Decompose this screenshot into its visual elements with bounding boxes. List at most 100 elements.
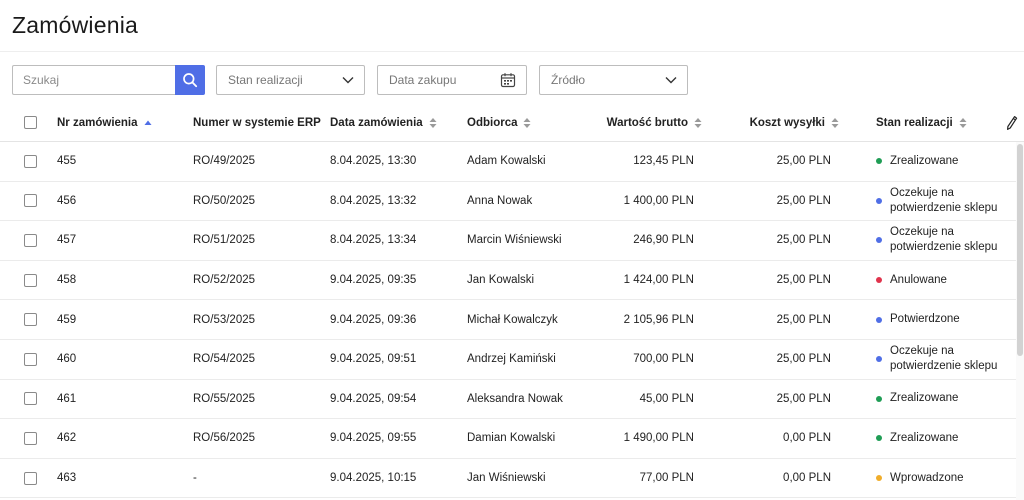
- recipient: Jan Wiśniewski: [467, 472, 546, 485]
- erp-nr: RO/54/2025: [193, 353, 256, 366]
- status-cell: Zrealizowane: [876, 419, 1010, 458]
- orders-table-body: 455 RO/49/2025 8.04.2025, 13:30 Adam Kowals…: [0, 142, 1016, 499]
- edit-columns-button[interactable]: [1006, 104, 1018, 141]
- row-checkbox[interactable]: [24, 154, 37, 168]
- row-checkbox[interactable]: [24, 313, 37, 327]
- search-button[interactable]: [175, 65, 205, 95]
- table-row[interactable]: 462 RO/56/2025 9.04.2025, 09:55 Damian Kowa…: [0, 419, 1016, 459]
- gross-value: 2 105,96 PLN: [623, 313, 694, 326]
- status-badge: Wprowadzone: [876, 471, 1010, 486]
- search-icon: [183, 73, 198, 88]
- shipping-cost: 25,00 PLN: [776, 274, 831, 287]
- table-row[interactable]: 458 RO/52/2025 9.04.2025, 09:35 Jan Kowalsk…: [0, 261, 1016, 301]
- row-select-cell: [24, 300, 37, 339]
- order-nr[interactable]: 458: [57, 274, 77, 287]
- status-dot: [876, 158, 882, 165]
- order-nr[interactable]: 462: [57, 432, 77, 445]
- column-label: Stan realizacji: [876, 116, 953, 129]
- table-row[interactable]: 455 RO/49/2025 8.04.2025, 13:30 Adam Kowals…: [0, 142, 1016, 182]
- order-nr[interactable]: 455: [57, 155, 77, 168]
- status-text: Wprowadzone: [890, 471, 964, 484]
- status-badge: Potwierdzone: [876, 312, 1010, 327]
- erp-nr: RO/53/2025: [193, 313, 256, 326]
- order-nr[interactable]: 461: [57, 392, 77, 405]
- erp-nr: RO/56/2025: [193, 432, 256, 445]
- gross-value: 1 490,00 PLN: [623, 432, 694, 445]
- scrollbar[interactable]: [1016, 142, 1024, 500]
- sort-icon: [831, 117, 839, 128]
- order-nr[interactable]: 463: [57, 472, 77, 485]
- order-nr[interactable]: 457: [57, 234, 77, 247]
- order-date: 9.04.2025, 09:51: [330, 353, 417, 366]
- column-label: Wartość brutto: [606, 116, 688, 129]
- recipient: Jan Kowalski: [467, 274, 535, 287]
- status-dot: [876, 197, 882, 204]
- status-badge: Zrealizowane: [876, 154, 1010, 169]
- recipient: Andrzej Kamiński: [467, 353, 556, 366]
- status-dot: [876, 316, 882, 323]
- recipient: Damian Kowalski: [467, 432, 556, 445]
- purchase-date-filter[interactable]: Data zakupu: [377, 65, 527, 95]
- status-dot: [876, 435, 882, 442]
- page-header: Zamówienia: [0, 0, 1024, 52]
- row-checkbox[interactable]: [24, 352, 37, 366]
- select-all-checkbox[interactable]: [24, 116, 37, 129]
- search-input[interactable]: [12, 65, 175, 95]
- row-checkbox[interactable]: [24, 392, 37, 406]
- erp-nr: RO/50/2025: [193, 194, 256, 207]
- row-checkbox[interactable]: [24, 273, 37, 287]
- row-select-cell: [24, 419, 37, 458]
- table-row[interactable]: 457 RO/51/2025 8.04.2025, 13:34 Marcin Wiśn…: [0, 221, 1016, 261]
- table-header: Nr zamówienia Numer w systemie ERP Data …: [0, 104, 1024, 142]
- table-row[interactable]: 459 RO/53/2025 9.04.2025, 09:36 Michał Kowa…: [0, 300, 1016, 340]
- status-filter-select[interactable]: Stan realizacji: [216, 65, 365, 95]
- status-dot: [876, 395, 882, 402]
- order-nr[interactable]: 460: [57, 353, 77, 366]
- sort-icon: [959, 117, 967, 128]
- shipping-cost: 25,00 PLN: [776, 155, 831, 168]
- status-cell: Oczekuje na potwierdzenie sklepu: [876, 182, 1010, 221]
- status-badge: Oczekuje na potwierdzenie sklepu: [876, 225, 1010, 255]
- column-header-order-date[interactable]: Data zamówienia: [330, 104, 437, 141]
- status-badge: Anulowane: [876, 273, 1010, 288]
- order-nr[interactable]: 459: [57, 313, 77, 326]
- source-filter-select[interactable]: Źródło: [539, 65, 688, 95]
- order-date: 8.04.2025, 13:30: [330, 155, 417, 168]
- status-badge: Zrealizowane: [876, 391, 1010, 406]
- scrollbar-thumb[interactable]: [1017, 144, 1023, 356]
- table-row[interactable]: 461 RO/55/2025 9.04.2025, 09:54 Aleksandra …: [0, 380, 1016, 420]
- row-checkbox[interactable]: [24, 471, 37, 485]
- pencil-icon: [1007, 115, 1018, 130]
- order-nr[interactable]: 456: [57, 194, 77, 207]
- table-row[interactable]: 463 - 9.04.2025, 10:15 Jan Wiśniewski 77,00 …: [0, 459, 1016, 499]
- gross-value: 246,90 PLN: [633, 234, 694, 247]
- row-checkbox[interactable]: [24, 431, 37, 445]
- search-group: [12, 65, 205, 95]
- column-header-shipping-cost[interactable]: Koszt wysyłki: [750, 104, 839, 141]
- status-text: Zrealizowane: [890, 392, 959, 405]
- table-row[interactable]: 456 RO/50/2025 8.04.2025, 13:32 Anna Nowak 1…: [0, 182, 1016, 222]
- order-date: 9.04.2025, 09:54: [330, 392, 417, 405]
- chevron-down-icon: [665, 77, 677, 84]
- status-cell: Zrealizowane: [876, 142, 1010, 181]
- calendar-icon: [500, 73, 516, 88]
- gross-value: 700,00 PLN: [633, 353, 694, 366]
- row-checkbox[interactable]: [24, 194, 37, 208]
- status-cell: Zrealizowane: [876, 380, 1010, 419]
- sort-ascending-icon: [144, 120, 152, 125]
- erp-nr: -: [193, 472, 197, 485]
- status-cell: Potwierdzone: [876, 300, 1010, 339]
- shipping-cost: 25,00 PLN: [776, 353, 831, 366]
- column-label: Odbiorca: [467, 116, 518, 129]
- column-header-status[interactable]: Stan realizacji: [876, 104, 967, 141]
- column-header-order-nr[interactable]: Nr zamówienia: [57, 104, 152, 141]
- gross-value: 77,00 PLN: [639, 472, 694, 485]
- column-header-gross-value[interactable]: Wartość brutto: [607, 104, 702, 141]
- row-checkbox[interactable]: [24, 233, 37, 247]
- source-filter-label: Źródło: [551, 73, 586, 87]
- status-cell: Oczekuje na potwierdzenie sklepu: [876, 221, 1010, 260]
- table-row[interactable]: 460 RO/54/2025 9.04.2025, 09:51 Andrzej Kam…: [0, 340, 1016, 380]
- column-header-recipient[interactable]: Odbiorca: [467, 104, 531, 141]
- recipient: Adam Kowalski: [467, 155, 546, 168]
- status-text: Zrealizowane: [890, 431, 959, 444]
